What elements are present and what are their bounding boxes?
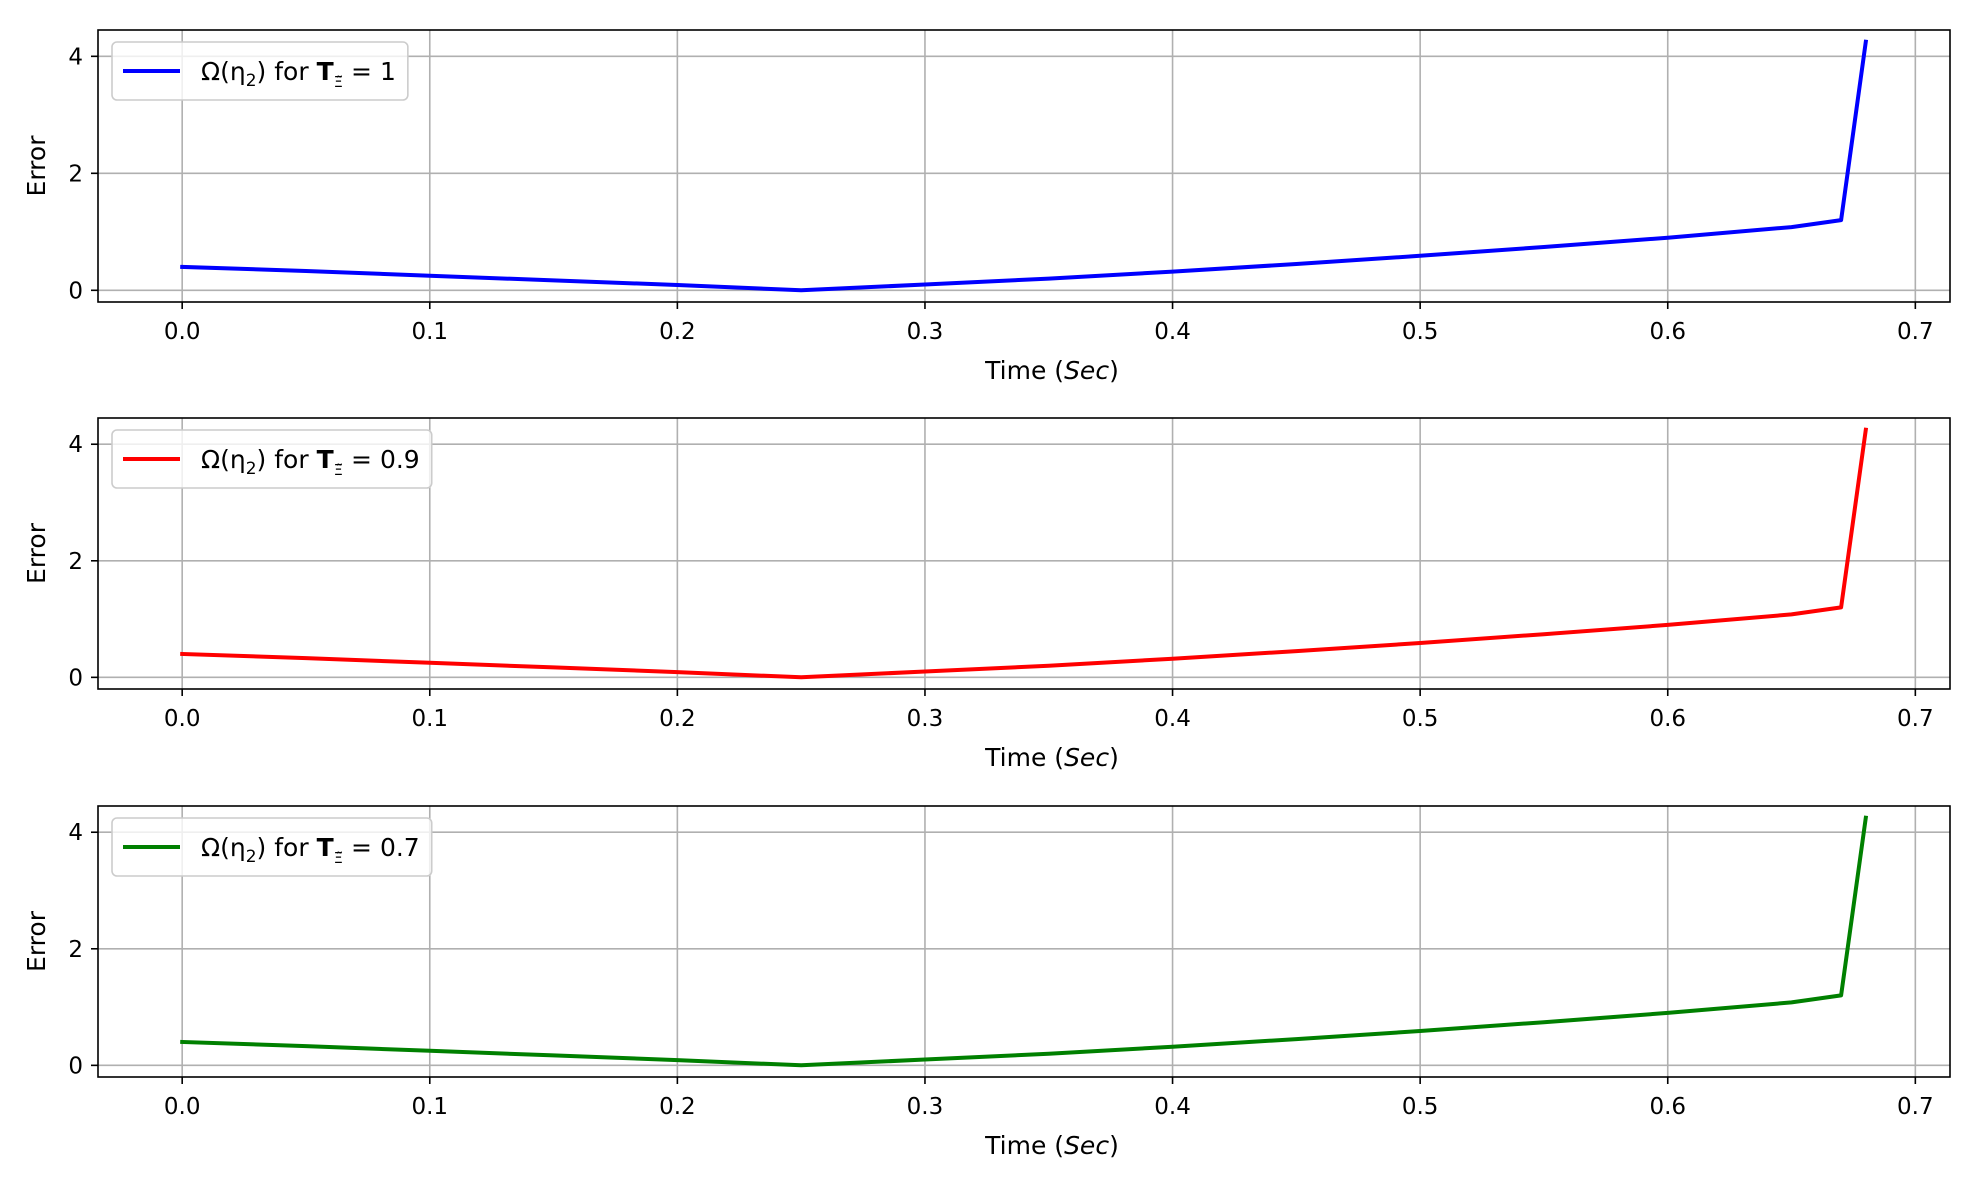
plot-frame bbox=[97, 805, 1951, 1078]
series-line bbox=[180, 39, 1869, 293]
x-tick-label: 0.0 bbox=[164, 1094, 201, 1120]
x-tick-label: 0.0 bbox=[164, 319, 201, 345]
x-tick-label: 0.5 bbox=[1402, 1094, 1439, 1120]
legend-box bbox=[111, 817, 433, 877]
x-tick-label: 0.5 bbox=[1402, 319, 1439, 345]
y-tick-label: 0 bbox=[68, 1053, 83, 1079]
x-tick-label: 0.4 bbox=[1154, 706, 1191, 732]
y-tick-label: 2 bbox=[68, 161, 83, 187]
x-axis-label: Time (Sec) bbox=[984, 1131, 1119, 1160]
x-tick-label: 0.1 bbox=[411, 319, 448, 345]
x-tick-label: 0.2 bbox=[659, 319, 696, 345]
legend-label: Ω(η2) for TΞ̃ = 0.9 bbox=[201, 445, 420, 479]
y-tick-label: 2 bbox=[68, 937, 83, 963]
x-tick-label: 0.4 bbox=[1154, 1094, 1191, 1120]
y-tick-label: 4 bbox=[68, 432, 83, 458]
x-tick-label: 0.2 bbox=[659, 1094, 696, 1120]
legend-box bbox=[111, 41, 409, 101]
y-tick-label: 2 bbox=[68, 549, 83, 575]
x-tick-label: 0.0 bbox=[164, 706, 201, 732]
y-axis-label: Error bbox=[22, 910, 51, 972]
x-tick-label: 0.3 bbox=[907, 706, 944, 732]
x-tick-label: 0.6 bbox=[1649, 706, 1686, 732]
series-line bbox=[180, 815, 1869, 1068]
y-tick-label: 0 bbox=[68, 665, 83, 691]
y-tick-label: 0 bbox=[68, 278, 83, 304]
legend: Ω(η2) for TΞ̃ = 1 bbox=[111, 41, 409, 101]
x-tick-label: 0.3 bbox=[907, 319, 944, 345]
x-tick-label: 0.6 bbox=[1649, 319, 1686, 345]
x-tick-label: 0.5 bbox=[1402, 706, 1439, 732]
x-tick-label: 0.2 bbox=[659, 706, 696, 732]
x-tick-label: 0.7 bbox=[1897, 319, 1934, 345]
legend-box bbox=[111, 429, 433, 489]
y-axis-label: Error bbox=[22, 522, 51, 584]
y-tick-label: 4 bbox=[68, 820, 83, 846]
subplot-3: 0.0 0.1 0.2 0.3 0.4 0.5 0.6 0.7 0 2 4 Time (Sec) Err… bbox=[22, 805, 1951, 1160]
x-tick-label: 0.1 bbox=[411, 1094, 448, 1120]
series-line bbox=[180, 427, 1869, 680]
legend: Ω(η2) for TΞ̃ = 0.7 bbox=[111, 817, 433, 877]
x-tick-label: 0.3 bbox=[907, 1094, 944, 1120]
x-tick-label: 0.1 bbox=[411, 706, 448, 732]
x-tick-label: 0.4 bbox=[1154, 319, 1191, 345]
subplot-2: 0.0 0.1 0.2 0.3 0.4 0.5 0.6 0.7 0 2 4 Time (Sec) Err… bbox=[22, 417, 1951, 772]
legend-label: Ω(η2) for TΞ̃ = 1 bbox=[201, 57, 396, 91]
x-tick-label: 0.7 bbox=[1897, 1094, 1934, 1120]
legend-label: Ω(η2) for TΞ̃ = 0.7 bbox=[201, 833, 420, 867]
subplot-1: 0.0 0.1 0.2 0.3 0.4 0.5 0.6 0.7 0 2 4 Time (Sec) Err… bbox=[22, 29, 1951, 385]
y-axis-label: Error bbox=[22, 135, 51, 197]
plot-frame bbox=[97, 29, 1951, 303]
x-tick-label: 0.6 bbox=[1649, 1094, 1686, 1120]
x-axis-label: Time (Sec) bbox=[984, 356, 1119, 385]
legend: Ω(η2) for TΞ̃ = 0.9 bbox=[111, 429, 433, 489]
plot-frame bbox=[97, 417, 1951, 690]
y-tick-label: 4 bbox=[68, 44, 83, 70]
x-tick-label: 0.7 bbox=[1897, 706, 1934, 732]
x-axis-label: Time (Sec) bbox=[984, 743, 1119, 772]
